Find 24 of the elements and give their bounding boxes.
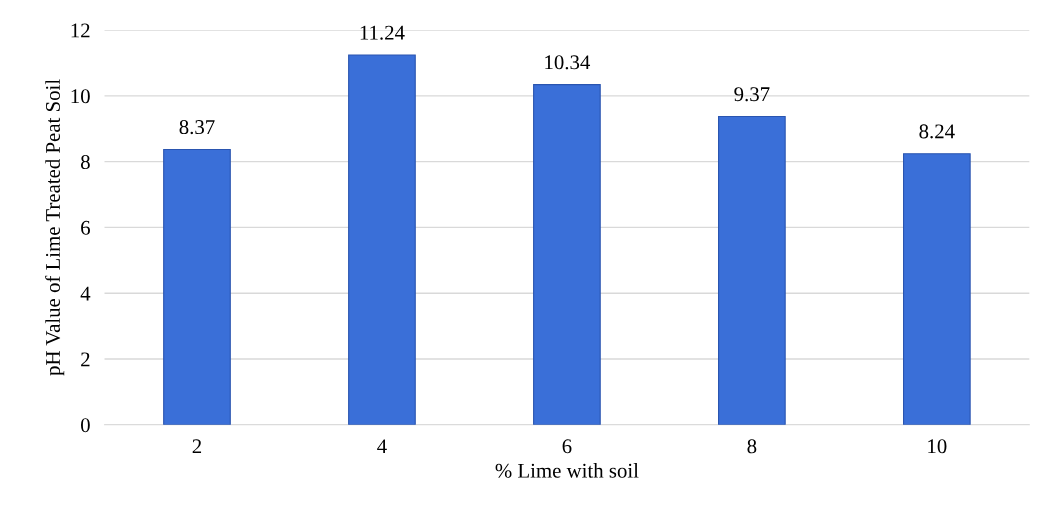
bar (163, 148, 231, 425)
x-axis-title: % Lime with soil (495, 463, 639, 478)
data-label: 9.37 (734, 87, 770, 102)
y-tick-label: 12 (71, 23, 90, 38)
bar (718, 115, 786, 425)
y-tick-label: 10 (71, 89, 90, 104)
y-tick-label: 0 (80, 418, 90, 433)
data-label: 11.24 (360, 25, 405, 40)
y-tick-label: 4 (80, 286, 91, 301)
x-tick-label: 8 (747, 439, 757, 454)
data-label: 8.24 (919, 124, 955, 139)
bar (902, 153, 971, 425)
y-tick-label: 2 (81, 352, 90, 367)
bar (348, 54, 416, 425)
y-tick-label: 6 (81, 220, 90, 235)
x-tick-label: 4 (377, 439, 387, 454)
y-axis-title: pH Value of Lime Treated Peat Soil (45, 79, 65, 376)
bar (533, 84, 601, 425)
x-tick-label: 10 (928, 439, 947, 454)
data-label: 10.34 (545, 55, 591, 70)
x-tick-label: 6 (562, 439, 572, 454)
x-tick-label: 2 (192, 439, 202, 454)
y-tick-label: 8 (80, 154, 90, 170)
data-label: 8.37 (179, 120, 215, 135)
